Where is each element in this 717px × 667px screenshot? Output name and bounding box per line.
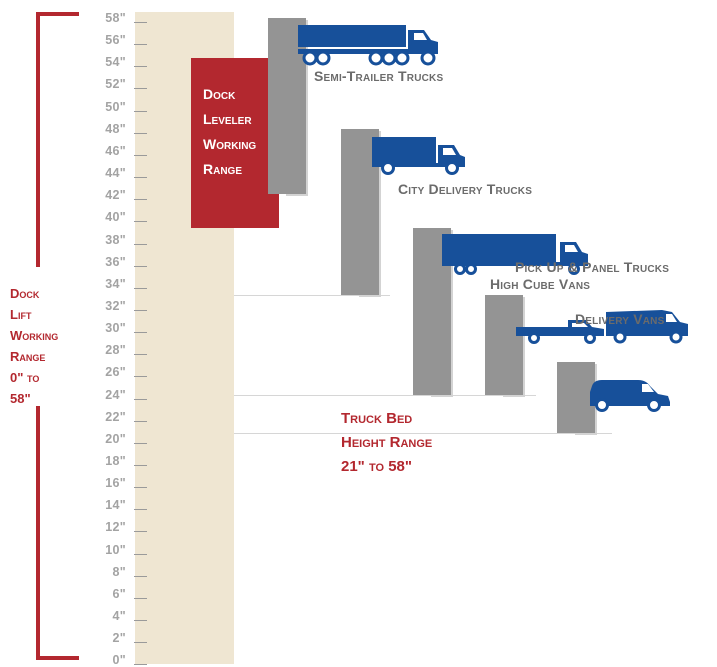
- scale-tick-label: 20": [105, 431, 126, 446]
- dock-lift-line-4: Range: [10, 349, 46, 364]
- scale-tick-mark: [134, 509, 147, 511]
- pickup-panel-trucks-label: Pick Up & Panel Trucks: [515, 259, 670, 275]
- scale-tick-mark: [134, 110, 147, 112]
- scale-tick-mark: [134, 44, 147, 46]
- scale-tick-mark: [134, 265, 147, 267]
- truck-bed-line-2: Height Range: [341, 434, 433, 451]
- scale-tick-label: 36": [105, 254, 126, 269]
- scale-tick-label: 32": [105, 298, 126, 313]
- scale-tick-label: 24": [105, 387, 126, 402]
- scale-tick-label: 46": [105, 143, 126, 158]
- truck-bed-height-range-label: Truck Bed Height Range 21" to 58": [341, 407, 432, 479]
- scale-tick-mark: [134, 575, 147, 577]
- scale-tick-label: 16": [105, 476, 126, 491]
- high-cube-van-icon: [442, 234, 588, 275]
- scale-tick-mark: [134, 642, 147, 644]
- reference-line-21: [234, 433, 612, 434]
- reference-line-24: [234, 395, 536, 396]
- city-delivery-truck-icon: [372, 137, 465, 175]
- scale-tick-mark: [134, 22, 147, 23]
- scale-tick-label: 40": [105, 210, 126, 225]
- scale-tick-label: 54": [105, 55, 126, 70]
- delivery-van-range-bar: [557, 362, 595, 433]
- scale-tick-mark: [134, 177, 147, 179]
- scale-tick-mark: [134, 154, 147, 156]
- dock-lift-line-3: Working: [10, 328, 59, 343]
- scale-tick-label: 48": [105, 121, 126, 136]
- scale-tick-label: 26": [105, 365, 126, 380]
- dock-leveler-line-4: Range: [203, 161, 243, 177]
- scale-tick-label: 50": [105, 99, 126, 114]
- dock-lift-line-6: 58": [10, 391, 31, 406]
- scale-tick-mark: [134, 398, 147, 400]
- scale-tick-label: 12": [105, 520, 126, 535]
- scale-tick-label: 22": [105, 409, 126, 424]
- scale-tick-mark: [134, 332, 147, 334]
- pickup-panel-range-bar: [485, 295, 523, 395]
- scale-tick-label: 0": [112, 653, 126, 667]
- dock-lift-bracket-bottom: [36, 656, 79, 660]
- scale-tick-label: 42": [105, 188, 126, 203]
- high-cube-vans-label: High Cube Vans: [490, 276, 591, 292]
- scale-tick-mark: [134, 221, 147, 223]
- dock-lift-line-5: 0" to: [10, 370, 40, 385]
- scale-tick-mark: [134, 132, 147, 134]
- scale-tick-mark: [134, 531, 147, 533]
- scale-tick-label: 56": [105, 33, 126, 48]
- scale-tick-label: 58": [105, 11, 126, 25]
- scale-tick-mark: [134, 88, 147, 90]
- dock-lift-line-1: Dock: [10, 286, 40, 301]
- dock-leveler-line-2: Leveler: [203, 111, 252, 127]
- scale-tick-mark: [134, 243, 147, 245]
- scale-tick-label: 10": [105, 542, 126, 557]
- scale-tick-label: 44": [105, 166, 126, 181]
- scale-tick-mark: [134, 487, 147, 489]
- scale-tick-mark: [134, 376, 147, 378]
- scale-tick-label: 8": [112, 564, 126, 579]
- scale-tick-label: 14": [105, 498, 126, 513]
- dock-lift-working-range-label: Dock Lift Working Range 0" to 58": [10, 283, 58, 409]
- dock-leveler-label: Dock Leveler Working Range: [203, 82, 256, 182]
- dock-lift-bracket-vertical-bottom: [36, 406, 40, 659]
- scale-tick-mark: [134, 66, 147, 68]
- scale-tick-mark: [134, 199, 147, 201]
- scale-tick-label: 38": [105, 232, 126, 247]
- dock-leveler-working-range-box: Dock Leveler Working Range: [191, 58, 279, 228]
- scale-tick-label: 4": [112, 609, 126, 624]
- dock-leveler-line-1: Dock: [203, 86, 236, 102]
- scale-tick-mark: [134, 664, 147, 666]
- truck-bed-line-1: Truck Bed: [341, 410, 413, 427]
- semi-trailer-trucks-label: Semi-Trailer Trucks: [314, 68, 444, 84]
- scale-tick-mark: [134, 597, 147, 599]
- panel-truck-icon: [606, 310, 688, 344]
- scale-tick-label: 2": [112, 631, 126, 646]
- truck-bed-line-3: 21" to 58": [341, 458, 413, 475]
- scale-tick-mark: [134, 287, 147, 289]
- delivery-vans-label: Delivery Vans: [575, 311, 665, 327]
- semi-trailer-truck-icon: [298, 25, 438, 66]
- scale-tick-label: 6": [112, 586, 126, 601]
- scale-tick-mark: [134, 354, 147, 356]
- scale-tick-mark: [134, 420, 147, 422]
- scale-tick-mark: [134, 620, 147, 622]
- scale-tick-mark: [134, 553, 147, 555]
- scale-tick-label: 52": [105, 77, 126, 92]
- scale-tick-mark: [134, 465, 147, 466]
- scale-tick-label: 28": [105, 343, 126, 358]
- dock-lift-bracket-vertical-top: [36, 12, 40, 267]
- semi-trailer-range-bar: [268, 18, 306, 194]
- reference-line-33: [234, 295, 390, 296]
- dock-leveler-line-3: Working: [203, 136, 257, 152]
- scale-tick-mark: [134, 442, 147, 444]
- delivery-van-icon: [590, 380, 670, 412]
- scale-tick-label: 18": [105, 454, 126, 468]
- city-delivery-trucks-label: City Delivery Trucks: [398, 181, 533, 197]
- scale-tick-label: 30": [105, 321, 126, 336]
- dock-lift-bracket-top: [36, 12, 79, 16]
- scale-tick-mark: [134, 309, 147, 311]
- pickup-truck-icon: [516, 320, 604, 344]
- dock-lift-line-2: Lift: [10, 307, 32, 322]
- scale-tick-label: 34": [105, 276, 126, 291]
